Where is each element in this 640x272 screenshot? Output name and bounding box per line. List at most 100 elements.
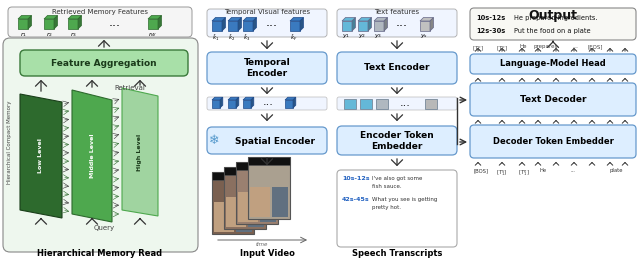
Text: I've also got some: I've also got some bbox=[372, 176, 422, 181]
Bar bbox=[243, 100, 251, 108]
Bar bbox=[425, 99, 437, 109]
Polygon shape bbox=[253, 17, 257, 31]
Bar bbox=[214, 202, 234, 232]
FancyBboxPatch shape bbox=[470, 54, 636, 74]
Text: $r_1$: $r_1$ bbox=[20, 30, 26, 39]
Text: Temporal Visual features: Temporal Visual features bbox=[224, 9, 310, 15]
Polygon shape bbox=[236, 97, 239, 108]
FancyBboxPatch shape bbox=[207, 127, 327, 154]
FancyBboxPatch shape bbox=[3, 38, 198, 252]
Text: Put the food on a plate: Put the food on a plate bbox=[514, 28, 591, 34]
FancyBboxPatch shape bbox=[207, 9, 327, 37]
Text: pretty hot.: pretty hot. bbox=[372, 205, 401, 210]
Text: ❄: ❄ bbox=[209, 134, 220, 147]
Bar bbox=[236, 162, 278, 224]
Bar bbox=[18, 19, 28, 29]
Text: $y_3$: $y_3$ bbox=[374, 32, 382, 40]
Text: Decoder Token Embedder: Decoder Token Embedder bbox=[493, 138, 613, 147]
Polygon shape bbox=[220, 97, 223, 108]
Bar bbox=[243, 21, 253, 31]
Text: plate: plate bbox=[610, 168, 623, 173]
Bar bbox=[212, 172, 254, 234]
Polygon shape bbox=[18, 16, 31, 19]
Text: $[T_e^p]$: $[T_e^p]$ bbox=[496, 44, 508, 54]
Polygon shape bbox=[44, 16, 58, 19]
Polygon shape bbox=[243, 17, 257, 21]
Text: $r_3$: $r_3$ bbox=[70, 30, 76, 39]
Polygon shape bbox=[420, 17, 433, 21]
Text: $y_1$: $y_1$ bbox=[342, 32, 350, 40]
Bar bbox=[342, 21, 352, 31]
Text: $y_2$: $y_2$ bbox=[358, 32, 366, 40]
Text: prepares: prepares bbox=[534, 44, 558, 49]
Text: He prepared ingredients.: He prepared ingredients. bbox=[514, 15, 598, 21]
Text: [BOS]: [BOS] bbox=[474, 168, 489, 173]
FancyBboxPatch shape bbox=[470, 8, 636, 40]
Polygon shape bbox=[238, 17, 241, 31]
Polygon shape bbox=[368, 17, 371, 31]
Bar bbox=[44, 19, 54, 29]
Polygon shape bbox=[212, 17, 225, 21]
Text: 10s-12s: 10s-12s bbox=[476, 15, 505, 21]
Text: $\hat{k}_2$: $\hat{k}_2$ bbox=[228, 32, 236, 43]
Text: $[T_s^p]$: $[T_s^p]$ bbox=[472, 44, 484, 54]
Text: $\hat{k}_F$: $\hat{k}_F$ bbox=[291, 32, 298, 43]
Bar bbox=[272, 187, 288, 217]
Bar bbox=[420, 21, 430, 31]
Bar bbox=[374, 21, 384, 31]
Text: Middle Level: Middle Level bbox=[90, 134, 95, 178]
Polygon shape bbox=[374, 17, 387, 21]
Bar bbox=[212, 172, 254, 180]
Text: ...: ... bbox=[396, 16, 408, 29]
Polygon shape bbox=[342, 17, 355, 21]
Text: Text Encoder: Text Encoder bbox=[364, 63, 429, 73]
Bar bbox=[248, 157, 290, 219]
Text: $y_s$: $y_s$ bbox=[420, 32, 428, 40]
Bar bbox=[224, 167, 266, 175]
Polygon shape bbox=[243, 97, 254, 100]
Text: High Level: High Level bbox=[138, 134, 143, 171]
Text: Spatial Encoder: Spatial Encoder bbox=[235, 137, 315, 146]
Text: Retrieval: Retrieval bbox=[115, 85, 145, 91]
FancyBboxPatch shape bbox=[8, 7, 192, 37]
Text: He: He bbox=[540, 168, 547, 173]
Text: $r_2$: $r_2$ bbox=[45, 30, 52, 39]
Polygon shape bbox=[293, 97, 296, 108]
Polygon shape bbox=[20, 94, 62, 218]
Text: He: He bbox=[520, 44, 527, 49]
Bar bbox=[376, 99, 388, 109]
Polygon shape bbox=[358, 17, 371, 21]
Polygon shape bbox=[285, 97, 296, 100]
Text: Query: Query bbox=[93, 225, 115, 231]
Text: $[T_1^e]$: $[T_1^e]$ bbox=[518, 168, 530, 178]
FancyBboxPatch shape bbox=[470, 83, 636, 116]
Bar bbox=[360, 99, 372, 109]
FancyBboxPatch shape bbox=[337, 126, 457, 155]
Bar bbox=[228, 100, 236, 108]
FancyBboxPatch shape bbox=[207, 97, 327, 110]
Polygon shape bbox=[222, 17, 225, 31]
Text: ...: ... bbox=[572, 44, 578, 49]
Text: 10s-12s: 10s-12s bbox=[342, 176, 369, 181]
Text: Text Decoder: Text Decoder bbox=[520, 95, 586, 104]
Bar bbox=[285, 100, 293, 108]
Bar bbox=[212, 21, 222, 31]
Bar bbox=[236, 202, 252, 232]
Text: Input Video: Input Video bbox=[239, 249, 294, 258]
Bar bbox=[248, 197, 264, 227]
Bar bbox=[148, 19, 158, 29]
FancyBboxPatch shape bbox=[337, 97, 457, 110]
Bar bbox=[236, 162, 278, 170]
Bar bbox=[68, 19, 78, 29]
Bar bbox=[358, 21, 368, 31]
Text: Encoder Token
Embedder: Encoder Token Embedder bbox=[360, 131, 434, 151]
Polygon shape bbox=[148, 16, 161, 19]
FancyBboxPatch shape bbox=[207, 52, 327, 84]
Text: ...: ... bbox=[266, 16, 278, 29]
Polygon shape bbox=[54, 16, 58, 29]
Polygon shape bbox=[300, 17, 303, 31]
Bar bbox=[226, 197, 246, 227]
Text: time: time bbox=[256, 242, 268, 247]
Text: Feature Aggregation: Feature Aggregation bbox=[51, 58, 157, 67]
Text: Low Level: Low Level bbox=[38, 138, 44, 174]
